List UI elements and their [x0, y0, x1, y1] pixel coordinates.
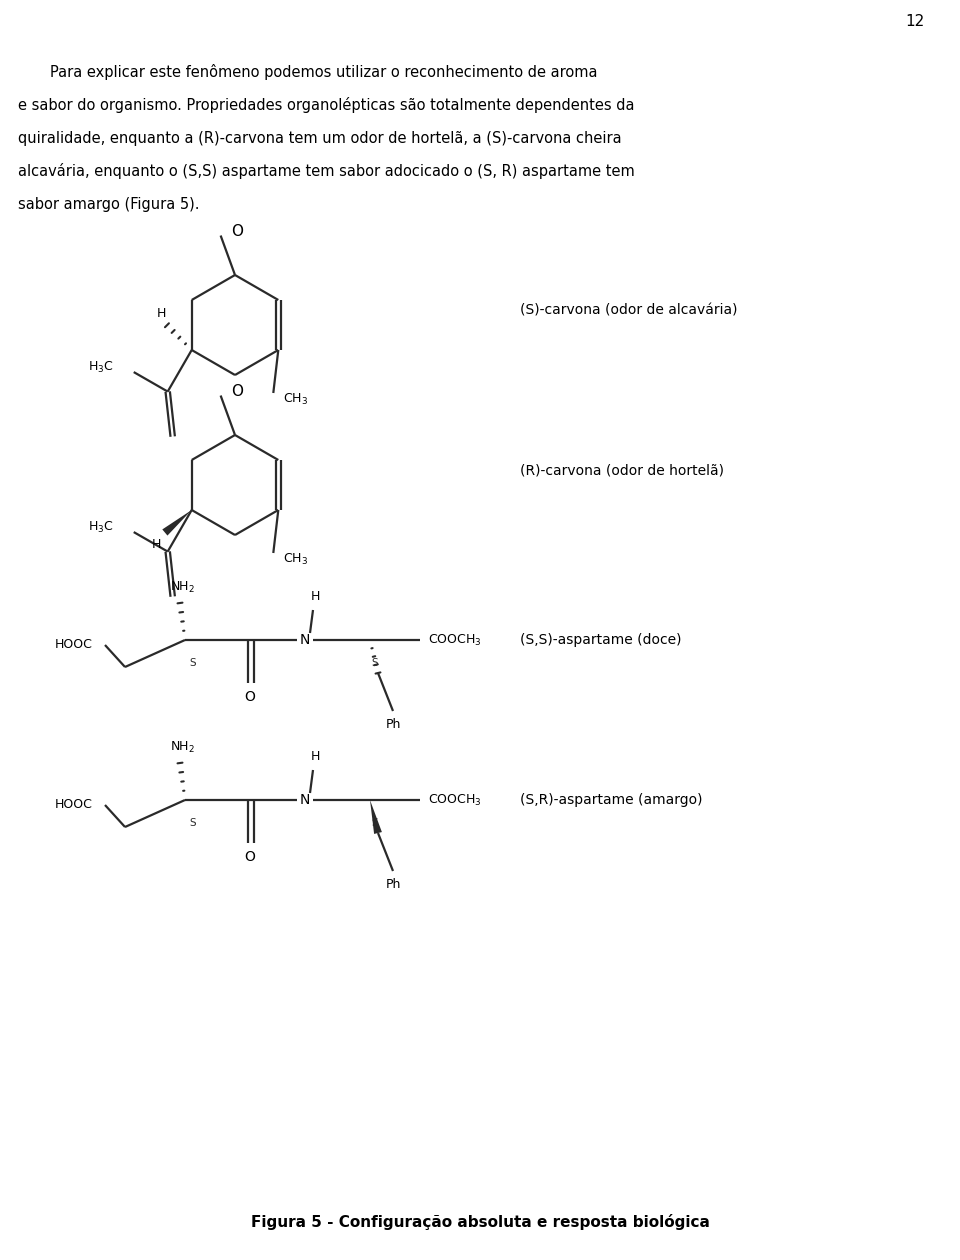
Text: S: S — [372, 658, 378, 668]
Text: CH$_3$: CH$_3$ — [283, 552, 308, 567]
Text: e sabor do organismo. Propriedades organolépticas são totalmente dependentes da: e sabor do organismo. Propriedades organ… — [18, 97, 635, 113]
Polygon shape — [370, 800, 382, 834]
Text: HOOC: HOOC — [55, 639, 93, 651]
Text: O: O — [245, 850, 255, 864]
Text: sabor amargo (Figura 5).: sabor amargo (Figura 5). — [18, 197, 200, 212]
Text: O: O — [230, 224, 243, 239]
Text: N: N — [300, 633, 310, 646]
Text: H: H — [153, 538, 161, 551]
Text: S: S — [190, 658, 196, 668]
Text: (S,S)-aspartame (doce): (S,S)-aspartame (doce) — [520, 633, 682, 646]
Text: alcavária, enquanto o (S,S) aspartame tem sabor adocicado o (S, R) aspartame tem: alcavária, enquanto o (S,S) aspartame te… — [18, 163, 635, 179]
Text: Ph: Ph — [385, 878, 400, 892]
Text: quiralidade, enquanto a (R)-carvona tem um odor de hortelã, a (S)-carvona cheira: quiralidade, enquanto a (R)-carvona tem … — [18, 131, 622, 145]
Text: COOCH$_3$: COOCH$_3$ — [428, 793, 482, 808]
Text: H: H — [310, 751, 320, 764]
Text: Ph: Ph — [385, 718, 400, 732]
Text: COOCH$_3$: COOCH$_3$ — [428, 633, 482, 648]
Text: Para explicar este fenômeno podemos utilizar o reconhecimento de aroma: Para explicar este fenômeno podemos util… — [50, 64, 597, 79]
Text: CH$_3$: CH$_3$ — [283, 392, 308, 407]
Text: H$_3$C: H$_3$C — [88, 519, 113, 534]
Text: NH$_2$: NH$_2$ — [170, 740, 195, 755]
Text: H: H — [310, 591, 320, 604]
Text: Figura 5 - Configuração absoluta e resposta biológica: Figura 5 - Configuração absoluta e respo… — [251, 1213, 709, 1230]
Text: S: S — [190, 818, 196, 828]
Text: S: S — [372, 818, 378, 828]
Text: (R)-carvona (odor de hortelã): (R)-carvona (odor de hortelã) — [520, 462, 724, 478]
Text: O: O — [230, 384, 243, 399]
Text: (S)-carvona (odor de alcavária): (S)-carvona (odor de alcavária) — [520, 302, 737, 318]
Text: H: H — [156, 306, 166, 320]
Polygon shape — [162, 510, 192, 536]
Text: 12: 12 — [905, 15, 924, 29]
Text: N: N — [300, 793, 310, 806]
Text: NH$_2$: NH$_2$ — [170, 580, 195, 595]
Text: H$_3$C: H$_3$C — [88, 359, 113, 374]
Text: HOOC: HOOC — [55, 799, 93, 811]
Text: O: O — [245, 690, 255, 704]
Text: (S,R)-aspartame (amargo): (S,R)-aspartame (amargo) — [520, 793, 703, 806]
